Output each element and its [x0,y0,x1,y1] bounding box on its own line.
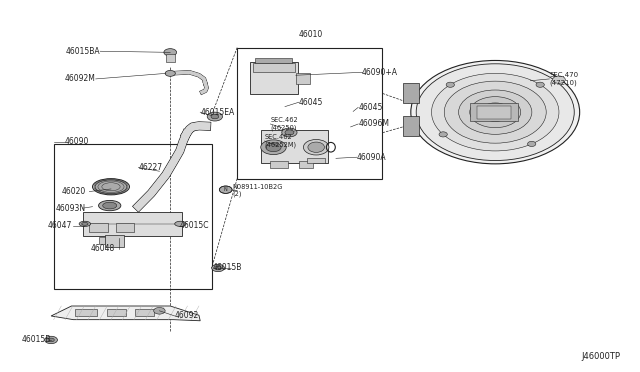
Text: 46015BA: 46015BA [65,47,100,56]
Bar [477,106,511,119]
Bar [166,54,175,62]
Bar [270,161,288,168]
Circle shape [285,130,294,135]
Bar [470,103,518,121]
Circle shape [552,76,565,83]
Text: 46045: 46045 [358,103,383,112]
Text: SEC.462
(46250): SEC.462 (46250) [270,117,298,131]
Text: 46048: 46048 [91,244,115,253]
Bar [106,310,125,316]
Text: 46090A: 46090A [357,153,387,162]
Bar [116,223,134,232]
Circle shape [211,114,219,119]
Ellipse shape [308,142,324,153]
Ellipse shape [480,103,511,121]
Text: N: N [224,187,228,192]
Text: 46015B: 46015B [213,263,243,272]
Ellipse shape [444,81,546,143]
Ellipse shape [439,132,447,137]
Bar [83,212,182,236]
Circle shape [282,128,297,137]
Text: 46096M: 46096M [358,119,389,128]
Text: 46093N: 46093N [56,203,86,213]
Bar [54,144,212,289]
Text: 46090+A: 46090+A [362,68,397,77]
Text: SEC.470
(47210): SEC.470 (47210) [549,72,579,86]
Ellipse shape [303,140,329,155]
Ellipse shape [431,73,559,151]
Ellipse shape [527,141,536,147]
Circle shape [165,70,175,76]
Ellipse shape [470,97,521,128]
Text: 46092: 46092 [175,311,199,320]
Bar [403,83,419,103]
Circle shape [154,308,165,314]
Text: SEC.462
(46252M): SEC.462 (46252M) [264,134,297,148]
Bar [237,48,383,179]
Ellipse shape [102,202,116,209]
Ellipse shape [79,221,91,227]
Ellipse shape [99,201,121,211]
Bar [253,63,294,71]
Text: 46015C: 46015C [180,221,209,230]
Bar [307,158,325,163]
Ellipse shape [93,179,129,195]
Ellipse shape [536,82,545,87]
Circle shape [212,264,225,272]
Ellipse shape [82,222,88,225]
Bar [403,116,419,136]
Ellipse shape [485,106,506,118]
Ellipse shape [416,64,574,161]
Circle shape [48,338,54,342]
Text: 46047: 46047 [48,221,72,230]
Bar [90,223,108,232]
Bar [75,310,97,316]
Bar [135,310,154,316]
Bar [299,161,313,168]
Circle shape [260,140,286,155]
Ellipse shape [459,90,532,134]
Circle shape [207,112,223,121]
Text: 46010: 46010 [299,30,323,39]
Text: 46090: 46090 [65,137,90,146]
Ellipse shape [490,109,500,115]
Bar [255,58,292,63]
Circle shape [45,336,58,344]
Bar [99,237,105,244]
Bar [260,130,328,163]
Circle shape [215,266,221,270]
Circle shape [220,186,232,193]
Ellipse shape [95,180,127,193]
Polygon shape [51,306,200,321]
Text: 46045: 46045 [299,98,323,107]
Text: 46015B: 46015B [22,336,51,344]
Text: 46020: 46020 [62,187,86,196]
Bar [296,73,310,84]
Text: 46015EA: 46015EA [200,108,234,117]
Ellipse shape [446,82,454,87]
Text: 46227: 46227 [138,163,163,172]
Circle shape [164,49,177,56]
Ellipse shape [175,221,186,227]
Bar [105,235,124,247]
Circle shape [266,143,281,152]
Bar [250,62,298,94]
Text: N08911-10B2G
(2): N08911-10B2G (2) [232,184,282,197]
Text: 46092M: 46092M [65,74,96,83]
Text: J46000TP: J46000TP [582,352,621,361]
Ellipse shape [411,61,580,164]
